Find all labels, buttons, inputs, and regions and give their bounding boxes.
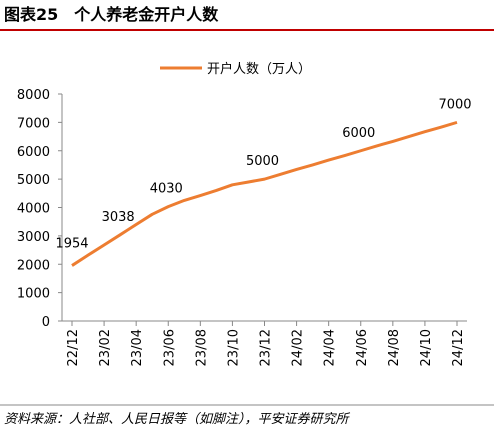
x-tick-label: 24/12 [451, 329, 466, 366]
data-label: 4030 [150, 182, 183, 197]
x-tick-label: 23/12 [259, 329, 274, 366]
y-tick-label: 7000 [17, 116, 50, 131]
x-tick-label: 22/12 [66, 329, 81, 366]
legend-label: 开户人数（万人） [207, 61, 311, 77]
source: 资料来源：人社部、人民日报等（如脚注），平安证券研究所 [4, 411, 351, 427]
x-tick-label: 24/08 [387, 329, 402, 366]
x-tick-label: 23/08 [194, 329, 209, 366]
y-tick-label: 6000 [17, 145, 50, 160]
x-tick-label: 23/04 [130, 329, 145, 366]
y-tick-label: 5000 [17, 173, 50, 188]
data-label: 6000 [342, 126, 375, 141]
x-tick-label: 23/10 [226, 329, 241, 366]
x-tick-label: 24/04 [323, 329, 338, 366]
y-tick-label: 2000 [17, 258, 50, 273]
y-tick-label: 3000 [17, 230, 50, 245]
chart-title: 图表25 个人养老金开户人数 [4, 5, 219, 24]
x-tick-label: 23/02 [98, 329, 113, 366]
x-tick-label: 24/10 [419, 329, 434, 366]
y-tick-label: 8000 [17, 88, 50, 103]
x-tick-label: 24/06 [355, 329, 370, 366]
data-label: 3038 [102, 210, 135, 225]
y-tick-label: 0 [42, 315, 50, 330]
y-tick-label: 1000 [17, 287, 50, 302]
line [71, 120, 458, 267]
x-tick-label: 23/06 [162, 329, 177, 366]
data-label: 5000 [246, 154, 279, 169]
data-label: 7000 [438, 97, 471, 112]
x-tick-label: 24/02 [291, 329, 306, 366]
data-label: 1954 [55, 237, 88, 252]
y-tick-label: 4000 [17, 202, 50, 217]
